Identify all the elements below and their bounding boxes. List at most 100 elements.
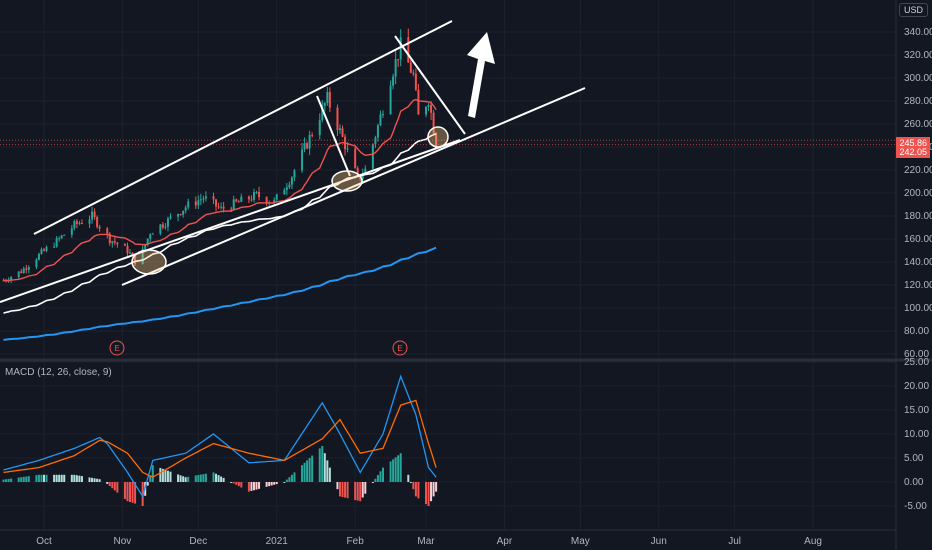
candle-body[interactable] [91,211,94,220]
candle-body[interactable] [397,59,400,61]
candle-body[interactable] [275,194,278,200]
candle-body[interactable] [22,268,25,274]
candle-body[interactable] [98,226,101,229]
candle-body[interactable] [35,259,38,268]
candle-body[interactable] [409,62,412,73]
candle-body[interactable] [187,201,190,208]
candle-body[interactable] [70,228,73,235]
candle-body[interactable] [111,241,114,244]
candle-body[interactable] [146,238,149,246]
moving-average-short[interactable] [3,98,437,282]
candle-body[interactable] [10,277,13,281]
candle-body[interactable] [230,208,233,210]
candle-body[interactable] [126,245,129,254]
candle-body[interactable] [113,241,116,243]
candle-body[interactable] [106,228,109,234]
candle-body[interactable] [134,254,137,264]
candle-body[interactable] [354,148,357,169]
candle-body[interactable] [88,219,91,224]
macd-line[interactable] [3,374,437,498]
candle-body[interactable] [123,244,126,246]
candle-body[interactable] [435,133,438,147]
candle-body[interactable] [414,73,417,90]
candle-body[interactable] [161,224,164,228]
candle-body[interactable] [53,246,56,248]
candle-body[interactable] [341,128,344,137]
candle-body[interactable] [179,214,182,216]
macd-label[interactable]: MACD (12, 26, close, 9) [5,367,112,378]
candle-body[interactable] [338,128,341,131]
candle-body[interactable] [430,105,433,113]
candle-body[interactable] [311,134,314,136]
candle-body[interactable] [60,235,63,239]
candle-body[interactable] [164,226,167,228]
bounce-circle-nov[interactable] [131,249,167,275]
bounce-circle-mar[interactable] [427,126,449,148]
bounce-circle-feb[interactable] [331,170,363,192]
candle-body[interactable] [301,149,304,171]
candle-body[interactable] [394,59,397,77]
candle-body[interactable] [58,238,61,240]
candle-body[interactable] [144,245,147,249]
candle-body[interactable] [389,85,392,115]
candle-body[interactable] [93,211,96,218]
candle-body[interactable] [166,218,169,227]
candle-body[interactable] [212,196,215,200]
candle-body[interactable] [40,249,43,254]
candle-body[interactable] [321,105,324,121]
candle-body[interactable] [392,76,395,86]
channel-upper-line[interactable] [33,20,453,235]
candle-body[interactable] [202,198,205,200]
candle-body[interactable] [131,252,134,255]
candle-body[interactable] [169,216,172,219]
upward-arrow[interactable] [467,32,495,118]
candle-body[interactable] [285,187,288,191]
candle-body[interactable] [17,271,20,278]
macd-pane[interactable] [2,374,438,506]
moving-average-long[interactable] [3,246,437,341]
candle-body[interactable] [149,234,152,239]
candle-body[interactable] [116,242,119,245]
candle-body[interactable] [37,253,40,260]
candle-body[interactable] [379,114,382,126]
candle-body[interactable] [258,191,261,198]
moving-average-medium[interactable] [3,132,437,314]
candle-body[interactable] [356,168,359,175]
candle-body[interactable] [336,107,339,131]
candle-body[interactable] [240,196,243,202]
candle-body[interactable] [222,206,225,209]
channel-lower-line[interactable] [121,87,586,286]
candle-body[interactable] [204,196,207,199]
candle-body[interactable] [159,224,162,234]
candle-body[interactable] [293,170,296,178]
candle-body[interactable] [371,144,374,169]
candle-body[interactable] [63,234,66,236]
candle-body[interactable] [283,190,286,195]
candle-body[interactable] [376,125,379,138]
candle-body[interactable] [182,210,185,215]
signal-line[interactable] [3,399,437,478]
channel-middle-line[interactable] [0,139,461,303]
earnings-marker-circle[interactable] [392,340,408,356]
candle-body[interactable] [184,207,187,211]
candle-body[interactable] [232,199,235,210]
candle-body[interactable] [326,91,329,104]
candle-body[interactable] [308,134,311,149]
candle-body[interactable] [237,201,240,203]
candle-body[interactable] [177,214,180,217]
candle-body[interactable] [73,221,76,229]
candle-body[interactable] [217,206,220,208]
candle-body[interactable] [27,267,30,270]
candle-body[interactable] [78,223,81,225]
candle-body[interactable] [197,200,200,206]
candle-body[interactable] [151,233,154,235]
candle-body[interactable] [75,221,78,224]
candle-body[interactable] [96,217,99,227]
drop-line-1[interactable] [316,95,351,177]
candle-body[interactable] [250,199,253,201]
candle-body[interactable] [346,148,349,150]
candle-body[interactable] [427,105,430,107]
candle-body[interactable] [255,191,258,193]
